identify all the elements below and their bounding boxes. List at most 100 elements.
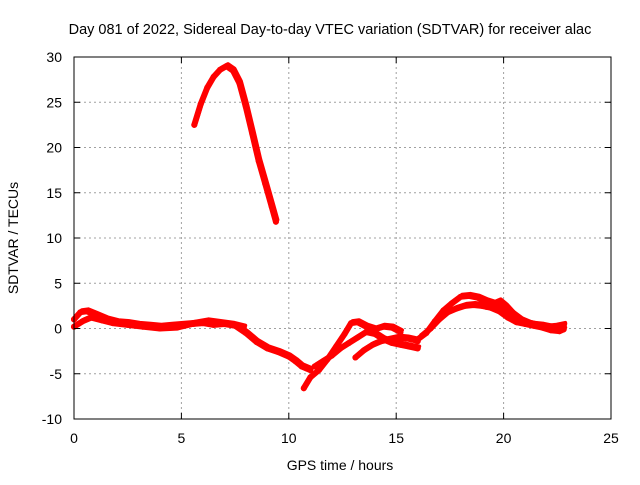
series-point: [249, 130, 256, 137]
series-point: [496, 298, 503, 305]
series-point: [253, 339, 260, 346]
series-point: [397, 341, 404, 348]
series-point: [307, 367, 314, 374]
series-point: [378, 338, 385, 345]
series-point: [419, 332, 425, 339]
series-point: [98, 317, 105, 324]
series-point: [197, 101, 204, 108]
series-point: [77, 309, 84, 316]
series-point: [461, 302, 468, 309]
x-axis-label: GPS time / hours: [287, 457, 394, 473]
y-tick-label: 25: [46, 94, 62, 110]
y-tick-label: 15: [46, 185, 62, 201]
series-point: [496, 308, 503, 315]
series-point: [320, 358, 327, 365]
y-tick-label: -5: [50, 366, 63, 382]
y-axis-label: SDTVAR / TECUs: [5, 182, 21, 294]
series-point: [328, 352, 335, 359]
series-point: [300, 385, 307, 392]
series-point: [255, 158, 262, 165]
series-point: [204, 318, 211, 325]
series-point: [363, 329, 370, 336]
y-tick-label: 5: [54, 275, 62, 291]
series-point: [457, 293, 464, 300]
series-point: [230, 67, 236, 74]
x-tick-label: 25: [603, 430, 619, 446]
y-tick-label: -10: [42, 411, 62, 427]
x-tick-label: 10: [281, 430, 297, 446]
series-point: [348, 320, 355, 327]
x-tick-label: 15: [388, 430, 404, 446]
series-point: [156, 325, 163, 332]
chart-title: Day 081 of 2022, Sidereal Day-to-day VTE…: [69, 22, 592, 38]
series-point: [406, 343, 413, 350]
series-point: [388, 324, 395, 331]
series-point: [345, 340, 352, 346]
series-point: [79, 318, 86, 325]
x-tick-label: 20: [496, 430, 512, 446]
series-point: [474, 294, 481, 301]
series-point: [427, 325, 434, 332]
series-point: [217, 66, 224, 73]
series-point: [242, 103, 249, 110]
series-point: [522, 320, 529, 327]
series-point: [262, 180, 269, 187]
series-point: [386, 336, 393, 343]
series-point: [483, 303, 490, 310]
series-point: [124, 321, 131, 328]
series-point: [236, 80, 243, 87]
series-point: [489, 301, 496, 308]
series-point: [449, 300, 455, 307]
series-satellite-track-4: [300, 318, 404, 392]
series-point: [380, 323, 387, 330]
series-layer: [71, 62, 568, 392]
series-point: [311, 363, 318, 370]
series-point: [88, 314, 95, 321]
series-point: [315, 367, 322, 374]
series-point: [397, 329, 404, 336]
series-point: [354, 334, 361, 341]
series-point: [403, 335, 410, 342]
series-point: [354, 319, 361, 326]
series-point: [504, 314, 511, 321]
series-satellite-track-3: [191, 62, 280, 225]
series-point: [307, 374, 314, 381]
y-tick-label: 0: [54, 321, 62, 337]
series-point: [240, 324, 247, 331]
series-point: [395, 334, 402, 341]
series-point: [210, 73, 217, 80]
series-satellite-track-5: [311, 328, 422, 370]
y-tick-label: 20: [46, 140, 62, 156]
series-point: [189, 321, 196, 327]
x-tick-label: 5: [178, 430, 186, 446]
series-point: [470, 302, 477, 308]
series-point: [509, 311, 516, 317]
series-point: [547, 324, 554, 331]
series-point: [242, 330, 249, 336]
series-point: [292, 358, 299, 365]
series-point: [272, 218, 279, 225]
series-point: [191, 121, 198, 128]
series-point: [502, 303, 509, 310]
series-point: [453, 305, 460, 312]
series-point: [217, 320, 224, 327]
series-point: [109, 320, 116, 327]
series-satellite-track-9: [483, 297, 568, 331]
series-point: [414, 336, 421, 343]
grid-layer: [74, 57, 611, 419]
series-point: [530, 321, 537, 328]
series-point: [230, 321, 236, 328]
y-tick-label: 30: [46, 49, 62, 65]
series-point: [264, 345, 271, 352]
series-point: [515, 317, 522, 324]
series-point: [268, 203, 275, 210]
series-point: [352, 354, 359, 361]
series-point: [414, 345, 421, 352]
series-point: [204, 84, 211, 91]
series-satellite-track-8: [419, 301, 568, 339]
series-point: [83, 308, 90, 315]
series-point: [444, 309, 451, 316]
x-tick-label: 0: [70, 430, 78, 446]
